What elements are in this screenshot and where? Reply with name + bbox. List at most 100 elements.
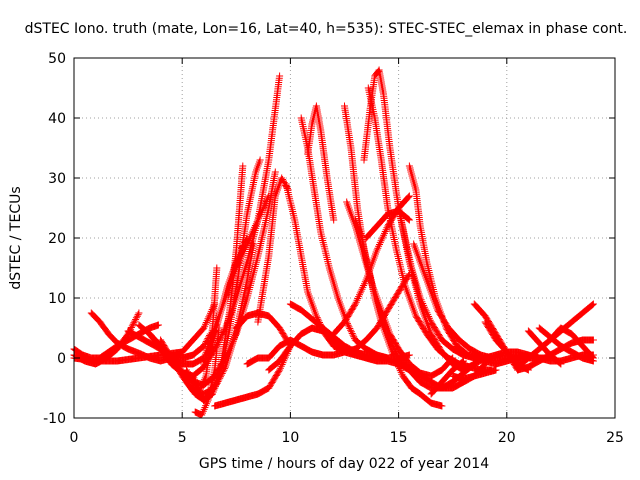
data-point — [132, 316, 140, 323]
chart-title: dSTEC Iono. truth (mate, Lon=16, Lat=40,… — [25, 21, 628, 37]
data-point — [256, 156, 264, 164]
data-point — [196, 385, 204, 393]
data-point — [438, 402, 446, 410]
data-point — [356, 289, 364, 297]
series-22 — [304, 102, 338, 224]
data-point — [264, 194, 272, 202]
data-point — [346, 325, 354, 332]
data-point — [405, 351, 413, 359]
data-point — [250, 240, 258, 248]
data-point — [175, 363, 183, 371]
data-point — [176, 365, 184, 373]
data-point — [251, 222, 259, 229]
data-point — [360, 282, 368, 289]
data-point — [275, 367, 283, 375]
data-point — [376, 239, 384, 247]
data-point — [239, 162, 247, 170]
data-point — [381, 228, 389, 235]
data-point — [203, 317, 211, 325]
series-12 — [191, 324, 223, 419]
data-point — [254, 216, 262, 224]
data-point — [380, 231, 388, 239]
series-18 — [254, 174, 292, 326]
plot-marks — [70, 66, 597, 419]
data-point — [397, 368, 405, 376]
data-point — [373, 246, 381, 254]
data-point — [200, 378, 208, 386]
data-point — [404, 194, 412, 202]
data-point — [199, 409, 206, 417]
data-point — [349, 331, 357, 339]
data-point — [405, 193, 413, 201]
data-point — [131, 317, 139, 325]
data-point — [242, 236, 250, 243]
data-point — [241, 239, 249, 246]
data-point — [276, 72, 284, 80]
data-point — [184, 370, 192, 378]
data-point — [200, 324, 208, 332]
data-point — [133, 312, 141, 320]
data-point — [191, 376, 199, 384]
data-point — [350, 333, 358, 341]
data-point — [277, 362, 285, 370]
data-point — [253, 218, 261, 226]
data-point — [183, 368, 191, 376]
data-point — [405, 271, 413, 279]
data-point — [256, 212, 264, 220]
data-point — [348, 330, 356, 337]
data-point — [351, 301, 358, 309]
data-point — [237, 246, 245, 254]
data-point — [353, 296, 361, 304]
data-point — [262, 198, 270, 205]
data-point — [238, 243, 246, 251]
data-point — [128, 322, 136, 330]
data-point — [175, 362, 183, 370]
series-3 — [70, 300, 219, 365]
data-point — [237, 245, 245, 252]
data-point — [259, 205, 267, 213]
data-point — [378, 235, 386, 243]
data-point — [246, 233, 254, 241]
data-point — [129, 320, 137, 328]
series-15 — [211, 342, 294, 410]
data-point — [181, 375, 189, 383]
data-point — [347, 326, 355, 334]
data-point — [375, 242, 383, 250]
data-point — [265, 192, 273, 200]
data-point — [242, 237, 249, 245]
data-point — [276, 366, 284, 374]
data-point — [345, 323, 353, 331]
data-point — [248, 229, 256, 237]
data-point — [312, 312, 320, 320]
data-point — [202, 320, 209, 328]
data-point — [208, 306, 216, 313]
data-point — [279, 176, 287, 183]
data-point — [355, 293, 363, 301]
data-point — [405, 192, 413, 200]
data-point — [186, 373, 194, 381]
data-point — [135, 309, 143, 317]
data-point — [398, 370, 406, 378]
data-point — [213, 264, 221, 272]
data-point — [154, 321, 162, 329]
data-point — [202, 402, 210, 410]
data-point — [185, 371, 193, 379]
data-point — [330, 216, 338, 224]
data-point — [344, 321, 352, 329]
data-point — [358, 285, 366, 293]
data-point — [243, 234, 251, 242]
data-point — [261, 201, 269, 209]
data-point — [239, 242, 247, 249]
series-14 — [204, 234, 251, 362]
data-point — [240, 240, 248, 248]
data-point — [347, 328, 355, 336]
data-point — [132, 314, 140, 322]
data-point — [174, 360, 182, 368]
data-point — [130, 319, 138, 327]
data-point — [183, 366, 190, 374]
data-point — [134, 311, 142, 319]
data-point — [351, 300, 359, 308]
data-point — [250, 225, 258, 233]
data-point — [271, 168, 279, 176]
